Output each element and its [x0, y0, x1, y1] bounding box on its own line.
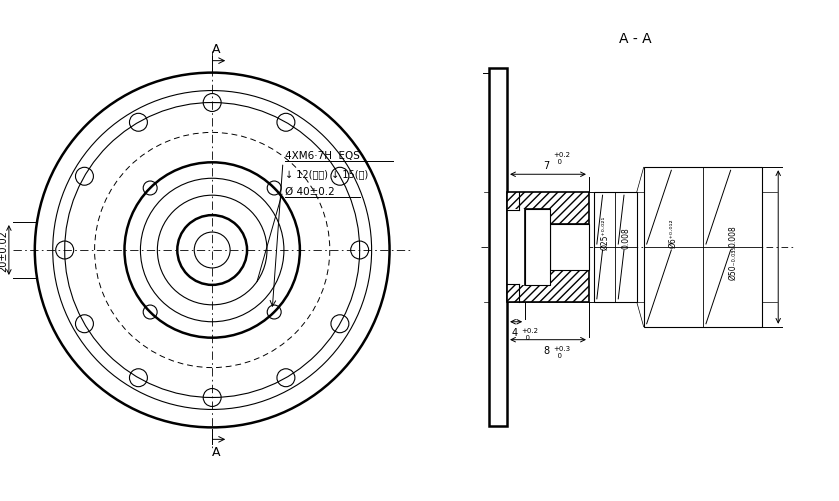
Text: Ø50₋₀.₀₃₅: Ø50₋₀.₀₃₅ [728, 245, 737, 280]
Bar [489, 69, 507, 426]
Text: 0.008: 0.008 [728, 225, 737, 246]
Bar [525, 271, 589, 302]
Bar [489, 69, 507, 426]
Bar [507, 285, 525, 302]
Text: 0.008: 0.008 [622, 227, 630, 248]
Text: 7: 7 [543, 161, 550, 171]
Text: 20±0.02: 20±0.02 [0, 229, 8, 272]
Text: Ø 40±0.2: Ø 40±0.2 [285, 187, 335, 197]
Bar [644, 168, 763, 327]
Text: A - A: A - A [619, 32, 652, 46]
Text: 8: 8 [543, 345, 549, 355]
Text: +0.2
  0: +0.2 0 [521, 327, 538, 340]
Text: A: A [212, 43, 221, 56]
Text: 4: 4 [511, 327, 517, 337]
Text: A: A [212, 445, 221, 458]
Bar [550, 224, 589, 271]
Bar [507, 193, 525, 210]
Text: +0.3
  0: +0.3 0 [553, 345, 571, 358]
Text: ↓ 12(螺纹) ↓ 15(孔): ↓ 12(螺纹) ↓ 15(孔) [285, 169, 368, 179]
Bar [525, 210, 550, 285]
Text: 4XM6·7H  EQS: 4XM6·7H EQS [285, 151, 360, 161]
Text: +0.2
  0: +0.2 0 [553, 152, 570, 165]
Bar [525, 193, 589, 224]
Bar [594, 193, 637, 302]
Polygon shape [507, 193, 589, 302]
Text: Ø6⁺⁰·⁰¹²: Ø6⁺⁰·⁰¹² [669, 218, 678, 247]
Text: Ø25⁺⁰·⁰²¹: Ø25⁺⁰·⁰²¹ [600, 215, 609, 250]
